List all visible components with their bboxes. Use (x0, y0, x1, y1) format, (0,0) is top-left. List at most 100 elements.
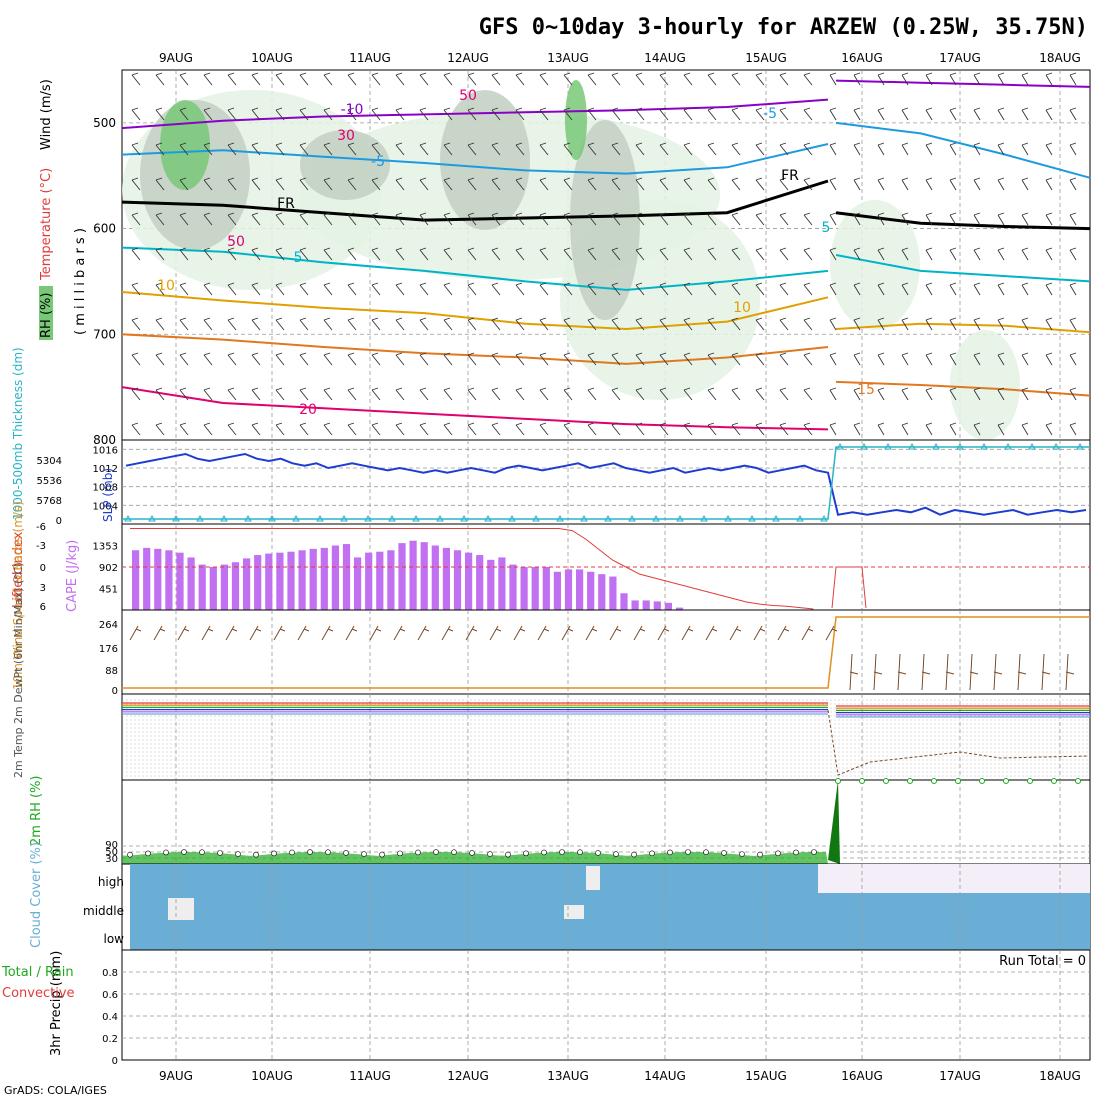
wind-barb (347, 177, 357, 191)
wind-barb (755, 282, 765, 296)
wind-barb (707, 142, 717, 156)
cape-bar (664, 602, 672, 610)
wind-barb (779, 177, 789, 191)
wind-barb (203, 72, 213, 86)
cape-bar (309, 548, 317, 610)
precip-tick-label: 0.6 (102, 990, 118, 1001)
wind-barb (755, 352, 765, 366)
wind-barb (803, 177, 813, 191)
rh2m-point (487, 851, 493, 857)
wind-barb (203, 142, 213, 156)
wind-barb-10m (705, 625, 718, 641)
thickness-marker (340, 515, 348, 522)
precip-frame (121, 949, 1091, 1061)
wind-barb (877, 177, 885, 191)
cape-bar (609, 576, 617, 610)
wind-barb (371, 317, 381, 331)
wind-barb (683, 282, 693, 296)
wind-barb (901, 212, 909, 226)
wind-barb (803, 352, 813, 366)
contour-label: 50 (227, 234, 245, 250)
precip-tick-label: 0.2 (102, 1034, 118, 1045)
wind-barb (755, 177, 765, 191)
thickness-tick-label: 5768 (37, 496, 62, 507)
thickness-marker (884, 443, 892, 450)
date-label-bottom: 14AUG (644, 1069, 686, 1083)
wind-barb (683, 72, 693, 86)
precip-run-total: Run Total = 0 (999, 954, 1086, 969)
wind-barb (299, 387, 309, 401)
precip-tick-label: 0.4 (102, 1012, 118, 1023)
date-label-top: 13AUG (547, 51, 589, 65)
wind-barb (179, 387, 189, 401)
wind-barb (1045, 212, 1053, 226)
wind-barb (611, 317, 621, 331)
wind-barb (299, 282, 309, 296)
wind-barb (323, 387, 333, 401)
slp-tick-label: 1008 (93, 483, 118, 494)
cloud-high-clear (818, 864, 1090, 893)
wind-barb (731, 387, 741, 401)
wind-barb (203, 177, 213, 191)
cape-bar (165, 550, 173, 610)
wind-barb (659, 177, 669, 191)
wind-barb (973, 387, 981, 401)
wind-barb (467, 72, 477, 86)
thickness-marker (1028, 443, 1036, 450)
wind-barb (683, 212, 693, 226)
wind-barb (829, 107, 837, 121)
wind-barb (925, 317, 933, 331)
wind-barb (829, 282, 837, 296)
wind-barb (949, 177, 957, 191)
wind-barb (371, 107, 381, 121)
isotherm--5 (121, 143, 829, 175)
wind-barb (443, 247, 453, 261)
rh2m-point (793, 849, 799, 856)
wind-barb (1021, 387, 1029, 401)
wind-barb (515, 142, 525, 156)
wind-barb (611, 72, 621, 86)
rh2m-point (505, 851, 511, 858)
wind-barb (587, 352, 597, 366)
wind-barb (877, 107, 885, 121)
rh2m-point (721, 850, 727, 856)
date-label-bottom: 11AUG (349, 1069, 391, 1083)
wind-barb (829, 352, 837, 366)
wind-barb (227, 177, 237, 191)
rh-area (570, 120, 640, 320)
wind-panel: 264 176 88 0 10m Wind Speed & Barbs (m/s) (11, 501, 1091, 697)
cloud-gap (168, 898, 194, 920)
wind-barb (395, 317, 405, 331)
date-label-bottom: 17AUG (939, 1069, 981, 1083)
wind-barb (1045, 142, 1053, 156)
date-label-bottom: 18AUG (1039, 1069, 1081, 1083)
wind-barb (611, 212, 621, 226)
wind-barb (371, 422, 381, 436)
wind-barb (131, 177, 141, 191)
wind-barb (587, 142, 597, 156)
wind-barb (707, 352, 717, 366)
wind-barb (131, 247, 141, 261)
wind-barb (563, 422, 573, 436)
wind-barb (419, 352, 429, 366)
wind-barb (131, 422, 141, 436)
wind-barb (853, 422, 861, 436)
wind-barb (973, 352, 981, 366)
wind-barb (179, 212, 189, 226)
contour-label: -5 (763, 106, 777, 122)
wind-barb (901, 422, 909, 436)
rh-tick-label: 50 (105, 847, 118, 858)
rh2m-point (253, 851, 259, 858)
cape-bar (143, 547, 151, 610)
wind-barb (949, 352, 957, 366)
wind-barb (877, 282, 885, 296)
wind-barb-10m (393, 625, 406, 641)
cape-bar (420, 542, 428, 610)
rh2m-point (469, 850, 475, 856)
wind-barb (659, 387, 669, 401)
pressure-tick-label: 600 (93, 222, 116, 236)
wind-barb (611, 352, 621, 366)
wind-barb (877, 422, 885, 436)
cape-bar (553, 571, 561, 610)
